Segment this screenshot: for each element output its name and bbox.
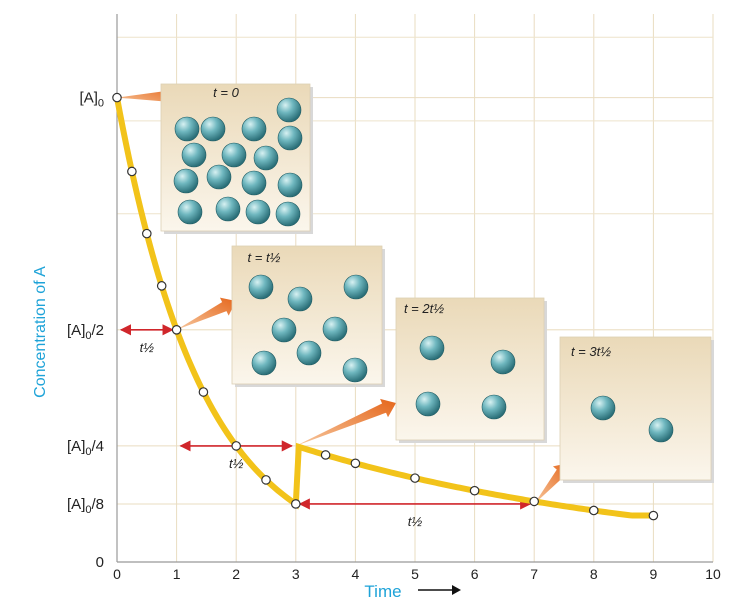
y-tick-label: [A]0/8 — [67, 496, 104, 516]
pointer-arrow — [176, 297, 236, 330]
data-point — [171, 324, 182, 335]
particle — [415, 391, 441, 417]
y-axis-label: Concentration of A — [32, 266, 49, 398]
data-point — [410, 473, 420, 483]
particle — [343, 274, 369, 300]
data-point — [469, 485, 480, 496]
data-point — [231, 441, 241, 451]
x-tick-label: 5 — [411, 566, 419, 582]
data-point — [142, 228, 152, 239]
particle-panel: t = 3t½ — [559, 336, 714, 483]
particle-panel: t = t½ — [231, 245, 385, 387]
x-tick-label: 10 — [705, 566, 721, 582]
x-tick-label: 9 — [650, 566, 658, 582]
particle — [200, 116, 226, 142]
panel-background — [559, 336, 712, 481]
y-tick-label: 0 — [96, 554, 104, 571]
decay-curve-line — [114, 94, 657, 519]
particle — [241, 116, 267, 142]
data-point — [127, 166, 137, 177]
data-point — [350, 458, 361, 469]
particle — [481, 394, 507, 420]
particle — [173, 168, 199, 194]
decay-curve — [112, 92, 659, 521]
particle — [322, 316, 348, 342]
data-point — [648, 510, 659, 521]
particle — [590, 395, 616, 421]
particle — [276, 97, 302, 123]
data-point — [320, 450, 331, 460]
panel-label: t = 2t½ — [404, 301, 444, 316]
particle — [271, 317, 297, 343]
x-axis-label: Time — [364, 582, 401, 601]
y-tick-label: [A]0 — [80, 90, 104, 110]
panel-background — [395, 297, 545, 441]
data-point — [156, 281, 167, 291]
particle — [245, 199, 271, 225]
particle — [221, 142, 247, 168]
particle — [206, 164, 232, 190]
x-tick-label: 0 — [113, 566, 121, 582]
panel-label: t = 3t½ — [571, 344, 611, 359]
pointer-arrow — [295, 398, 396, 446]
particle — [419, 335, 445, 361]
particle — [251, 350, 277, 376]
half-life-label: t½ — [229, 456, 244, 471]
particle — [287, 286, 313, 312]
x-axis-direction-arrow — [418, 585, 461, 595]
pointer-arrow — [117, 86, 176, 107]
panel-label: t = t½ — [248, 250, 281, 265]
x-tick-label: 8 — [590, 566, 598, 582]
data-point — [198, 387, 209, 397]
x-tick-label: 4 — [352, 566, 360, 582]
particle-panel: t = 2t½ — [395, 297, 547, 443]
y-tick-label: [A]0/4 — [67, 438, 104, 458]
particle-panels: t = 0 t = t½ t = 2t½ t = 3t½ — [160, 83, 714, 483]
particle — [277, 125, 303, 151]
panel-label: t = 0 — [213, 85, 239, 100]
half-life-markers: t½ t½ t½ — [119, 324, 532, 529]
particle-panel: t = 0 — [160, 83, 313, 234]
particle — [177, 199, 203, 225]
particle — [296, 340, 322, 366]
x-tick-labels: 0 1 2 3 4 5 6 7 8 9 10 — [113, 566, 721, 582]
particle — [241, 170, 267, 196]
particle — [275, 201, 301, 227]
data-point — [290, 499, 301, 509]
data-point — [529, 496, 539, 507]
particle — [181, 142, 207, 168]
x-tick-label: 7 — [530, 566, 538, 582]
data-point — [588, 505, 599, 516]
x-tick-label: 1 — [173, 566, 181, 582]
y-tick-labels: 0 [A]0/8 [A]0/4 [A]0/2 [A]0 — [67, 90, 104, 571]
particle — [648, 417, 674, 443]
particle — [248, 274, 274, 300]
particle — [277, 172, 303, 198]
half-life-label: t½ — [140, 340, 155, 355]
particle — [490, 349, 516, 375]
particle — [174, 116, 200, 142]
x-tick-label: 3 — [292, 566, 300, 582]
x-tick-label: 2 — [232, 566, 240, 582]
particle — [215, 196, 241, 222]
y-tick-label: [A]0/2 — [67, 322, 104, 342]
x-tick-label: 6 — [471, 566, 479, 582]
data-point — [112, 92, 122, 103]
particle — [342, 357, 368, 383]
half-life-label: t½ — [408, 514, 423, 529]
particle — [253, 145, 279, 171]
data-point — [261, 475, 271, 485]
